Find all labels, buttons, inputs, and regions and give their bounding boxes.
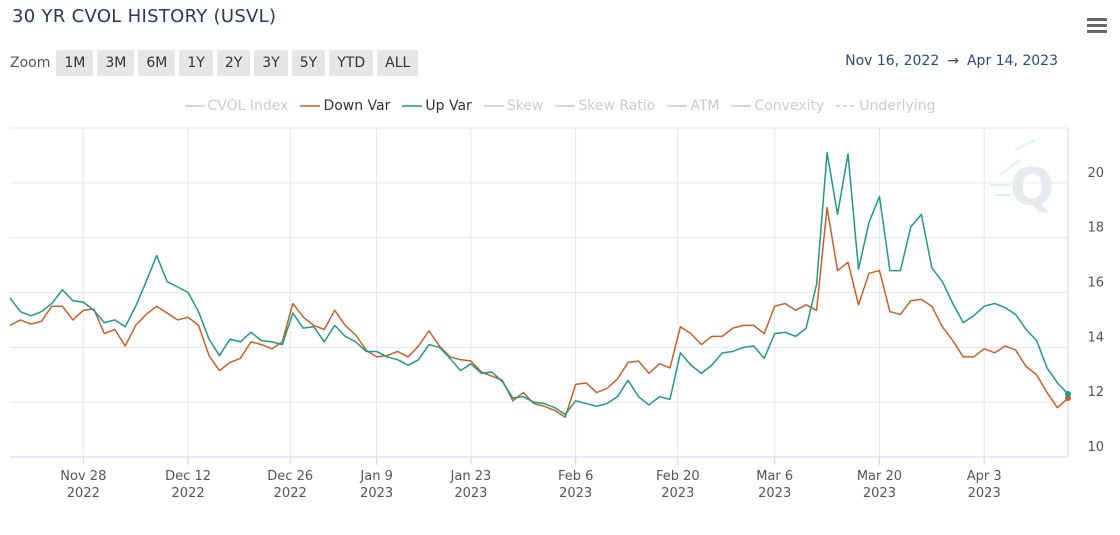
x-tick-label: 2023: [758, 486, 791, 501]
x-tick-label: Jan 9: [359, 469, 392, 484]
x-tick-label: 2023: [863, 486, 896, 501]
x-tick-label: 2023: [360, 486, 393, 501]
legend-swatch: [184, 105, 205, 107]
legend-item[interactable]: Up Var: [402, 98, 472, 114]
range-start[interactable]: Nov 16, 2022: [845, 53, 940, 69]
legend-label: Up Var: [425, 98, 472, 114]
series-line: [9, 151, 1069, 416]
x-tick-label: Feb 6: [558, 469, 593, 484]
x-tick-label: Apr 3: [967, 469, 1002, 484]
x-tick-label: 2023: [454, 486, 487, 501]
chart-title: 30 YR CVOL HISTORY (USVL): [12, 6, 277, 27]
zoom-button[interactable]: YTD: [329, 50, 374, 76]
zoom-label: Zoom: [10, 55, 51, 71]
zoom-button[interactable]: 2Y: [216, 50, 251, 76]
y-tick-label: 12: [1087, 385, 1104, 400]
x-tick-label: Feb 20: [656, 469, 700, 484]
range-end[interactable]: Apr 14, 2023: [966, 53, 1058, 69]
x-tick-label: Dec 26: [267, 469, 313, 484]
y-tick-label: 16: [1087, 276, 1104, 291]
x-tick-label: 2022: [67, 486, 100, 501]
legend-swatch: [731, 105, 752, 107]
end-marker: [1065, 390, 1071, 397]
svg-text:Q: Q: [1010, 158, 1054, 218]
legend-label: CVOL Index: [207, 98, 289, 114]
zoom-button[interactable]: ALL: [377, 50, 419, 76]
menu-icon[interactable]: [1087, 18, 1107, 33]
legend-item[interactable]: Underlying: [836, 98, 935, 114]
legend-item[interactable]: Skew Ratio: [555, 98, 655, 114]
series-line: [9, 206, 1069, 418]
legend-label: Underlying: [859, 98, 936, 114]
zoom-button[interactable]: 3Y: [254, 50, 288, 76]
y-tick-label: 18: [1087, 221, 1104, 236]
x-tick-label: Nov 28: [60, 469, 106, 484]
zoom-button[interactable]: 1M: [56, 50, 94, 76]
legend-item[interactable]: CVOL Index: [184, 98, 289, 114]
legend-swatch: [483, 105, 504, 107]
legend: CVOL Index Down Var Up Var Skew Skew Ratio AT…: [0, 98, 1120, 114]
legend-swatch: [836, 105, 857, 107]
zoom-button[interactable]: 1Y: [179, 50, 213, 76]
legend-item[interactable]: Down Var: [300, 98, 390, 114]
legend-label: ATM: [690, 98, 720, 114]
end-marker: [1065, 395, 1071, 402]
x-tick-label: Mar 6: [756, 469, 793, 484]
legend-item[interactable]: ATM: [667, 98, 719, 114]
x-tick-label: Jan 23: [450, 469, 492, 484]
y-tick-label: 20: [1087, 166, 1104, 181]
legend-swatch: [300, 105, 321, 107]
legend-label: Skew Ratio: [578, 98, 656, 114]
date-range: Nov 16, 2022 → Apr 14, 2023: [841, 53, 1062, 69]
x-tick-label: 2022: [274, 486, 307, 501]
zoom-button[interactable]: 6M: [138, 50, 176, 76]
x-tick-label: 2023: [968, 486, 1001, 501]
legend-label: Down Var: [323, 98, 391, 114]
zoom-button[interactable]: 3M: [97, 50, 135, 76]
x-tick-label: 2023: [559, 486, 592, 501]
legend-swatch: [555, 105, 576, 107]
range-separator: →: [947, 53, 959, 69]
x-tick-label: 2023: [661, 486, 694, 501]
y-tick-label: 10: [1087, 440, 1104, 455]
legend-item[interactable]: Convexity: [731, 98, 824, 114]
zoom-button[interactable]: 5Y: [291, 50, 326, 76]
x-tick-label: 2022: [172, 486, 205, 501]
zoom-bar: Zoom 1M 3M 6M 1Y 2Y 3Y 5Y YTD ALL: [10, 50, 422, 76]
legend-label: Skew: [506, 98, 544, 114]
x-tick-label: Mar 20: [857, 469, 902, 484]
y-tick-label: 14: [1087, 330, 1104, 345]
x-tick-label: Dec 12: [165, 469, 211, 484]
legend-swatch: [402, 105, 423, 107]
legend-label: Convexity: [754, 98, 825, 114]
legend-swatch: [667, 105, 688, 107]
legend-item[interactable]: Skew: [483, 98, 544, 114]
watermark: Q: [990, 139, 1054, 218]
